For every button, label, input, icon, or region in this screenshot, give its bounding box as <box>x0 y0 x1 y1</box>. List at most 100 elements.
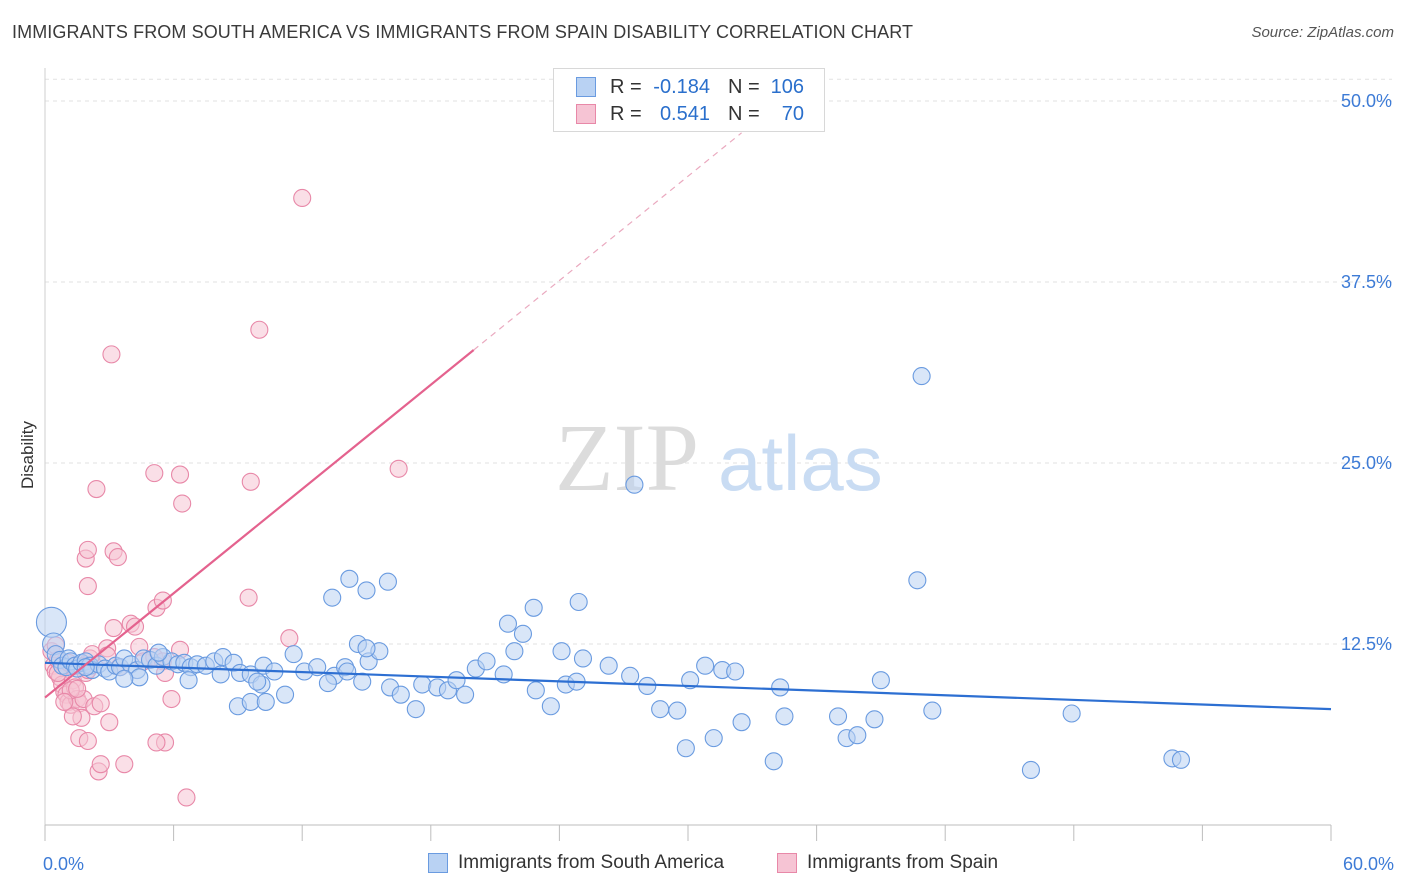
south-america-point <box>638 676 657 696</box>
south-america-point <box>1062 704 1081 723</box>
series-legend-south-america: Immigrants from South America <box>428 852 724 874</box>
x-tick-label-max: 60.0% <box>1343 854 1394 874</box>
spain-point <box>78 731 97 751</box>
series-legend-spain: Immigrants from Spain <box>777 852 998 874</box>
spain-point <box>87 479 106 499</box>
spain-point <box>91 755 110 774</box>
south-america-point <box>1021 760 1040 780</box>
south-america-point <box>651 700 670 719</box>
series-legend: Immigrants from South America Immigrants… <box>0 852 1406 876</box>
spain-point <box>170 465 190 484</box>
south-america-point <box>248 672 267 691</box>
south-america-point <box>668 701 687 720</box>
south-america-point <box>357 639 376 658</box>
south-america-point <box>391 685 410 704</box>
source-label: Source: ZipAtlas.com <box>1251 24 1394 41</box>
y-axis-label: Disability <box>18 420 37 489</box>
spain-point <box>250 320 269 339</box>
south-america-point <box>569 592 588 612</box>
south-america-point <box>130 668 149 687</box>
spain-point <box>55 692 74 711</box>
south-america-point <box>338 662 357 681</box>
series-label-spain: Immigrants from Spain <box>807 852 999 873</box>
correlation-legend: R = -0.184 N = 106 R = 0.541 N = 70 <box>553 68 825 132</box>
legend-r-label: R = <box>610 75 642 98</box>
south-america-point <box>323 588 342 607</box>
south-america-point <box>621 666 640 685</box>
south-america-point <box>505 642 524 661</box>
south-america-point <box>541 697 560 716</box>
legend-n-value: 106 <box>770 75 804 98</box>
y-tick-label: 37.5% <box>1341 272 1392 292</box>
spain-point <box>68 679 87 698</box>
spain-point <box>147 733 166 752</box>
south-america-point <box>456 685 475 704</box>
spain-point <box>78 577 97 596</box>
legend-r-value: 0.541 <box>659 102 710 125</box>
spain-point <box>115 755 134 774</box>
watermark-atlas: atlas <box>718 419 883 507</box>
south-america-point <box>357 581 376 600</box>
south-america-point <box>241 692 260 711</box>
south-america-point <box>764 752 783 771</box>
south-america-point <box>76 658 95 677</box>
south-america-point <box>625 475 644 494</box>
legend-n-label: N = <box>728 75 760 98</box>
south-america-point <box>573 649 593 668</box>
y-tick-label: 50.0% <box>1341 91 1392 111</box>
spain-point <box>241 472 260 491</box>
south-america-point <box>524 598 543 617</box>
south-america-point <box>447 671 466 690</box>
south-america-trendline <box>44 661 1332 711</box>
south-america-point <box>513 624 533 643</box>
spain-point <box>145 464 164 483</box>
south-america-point <box>908 571 927 590</box>
spain-trendline <box>44 349 475 699</box>
south-america-point <box>1171 750 1191 769</box>
y-tick-label: 25.0% <box>1341 453 1392 473</box>
legend-swatch-pink <box>576 104 596 124</box>
spain-point <box>102 345 121 364</box>
south-america-point <box>681 671 700 690</box>
south-america-point <box>552 642 571 661</box>
legend-n-value: 70 <box>781 102 804 125</box>
south-america-point <box>828 707 848 726</box>
south-america-point <box>413 675 432 694</box>
south-america-points <box>35 367 1191 780</box>
spain-point <box>173 494 192 513</box>
series-swatch-blue <box>428 853 448 873</box>
spain-point <box>91 694 110 713</box>
legend-n-label: N = <box>728 102 760 125</box>
south-america-point <box>378 572 397 591</box>
legend-r-value: -0.184 <box>653 75 710 98</box>
south-america-point <box>284 645 303 664</box>
south-america-point <box>676 739 695 758</box>
trend-layer <box>44 132 1332 711</box>
south-america-point <box>179 671 198 690</box>
spain-point <box>63 707 82 726</box>
south-america-point <box>775 707 794 726</box>
south-america-point <box>696 656 715 675</box>
south-america-point <box>149 643 168 662</box>
spain-point <box>104 619 123 638</box>
legend-row-south-america: R = -0.184 N = 106 <box>576 74 804 100</box>
south-america-point <box>477 652 496 671</box>
south-america-point <box>848 726 867 745</box>
spain-point <box>293 188 312 208</box>
south-america-point <box>726 662 745 681</box>
y-tick-label: 12.5% <box>1341 634 1392 654</box>
south-america-point <box>406 700 425 719</box>
south-america-point <box>704 729 723 748</box>
spain-trendline-extension <box>473 132 742 351</box>
spain-point <box>177 788 196 807</box>
spain-point <box>162 689 181 709</box>
series-swatch-pink <box>777 853 797 873</box>
spain-point <box>239 588 258 607</box>
south-america-point <box>256 692 275 711</box>
grid-layer <box>45 78 1392 645</box>
south-america-point <box>732 713 751 732</box>
legend-swatch-blue <box>576 77 596 97</box>
spain-point <box>389 459 408 478</box>
south-america-point <box>912 367 931 386</box>
